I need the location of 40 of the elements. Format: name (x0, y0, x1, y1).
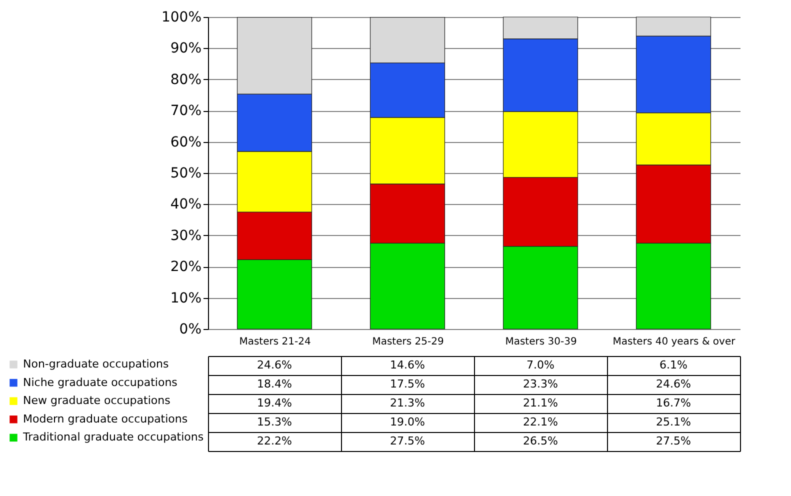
x-tick-label: Masters 40 years & over (612, 336, 736, 348)
y-tick-label: 40% (170, 196, 202, 213)
y-tick-label: 10% (170, 290, 202, 306)
data-label: 22.2% (257, 434, 292, 448)
y-tick-label: 20% (170, 259, 202, 276)
data-label: 17.5% (390, 378, 425, 390)
data-label: 22.1% (523, 416, 558, 428)
x-tick-label: Masters 30-39 (505, 336, 577, 348)
y-tick-label: 60% (170, 134, 202, 150)
legend-label: Non-graduate occupations (23, 358, 170, 370)
data-label: 26.5% (523, 434, 558, 448)
legend-label: Traditional graduate occupations (22, 430, 204, 444)
legend-label: Modern graduate occupations (23, 412, 188, 426)
data-label: 24.6% (257, 358, 292, 372)
y-tick-label: 70% (170, 103, 202, 120)
data-label: 27.5% (656, 434, 691, 448)
y-tick-label: 80% (170, 72, 202, 88)
data-label: 6.1% (660, 358, 688, 372)
y-tick-label: 50% (170, 166, 202, 182)
x-tick-label: Masters 25-29 (372, 336, 444, 348)
data-label: 14.6% (390, 358, 425, 372)
legend-label: Niche graduate occupations (23, 376, 178, 389)
data-label: 16.7% (656, 396, 691, 410)
y-tick-label: 30% (170, 228, 202, 244)
y-tick-label: 90% (170, 40, 202, 57)
y-tick-label: 100% (161, 10, 202, 26)
data-label: 15.3% (257, 416, 292, 428)
data-label: 24.6% (656, 378, 691, 390)
data-label: 7.0% (526, 358, 554, 372)
data-label: 19.4% (257, 396, 292, 410)
data-label: 21.3% (390, 396, 425, 410)
data-label: 27.5% (390, 434, 425, 448)
data-label: 21.1% (523, 396, 558, 410)
y-tick-label: 0% (179, 322, 202, 338)
data-label: 19.0% (390, 416, 425, 428)
x-tick-label: Masters 21-24 (239, 336, 311, 348)
legend-label: New graduate occupations (23, 394, 171, 408)
data-label: 18.4% (257, 378, 292, 390)
data-label: 25.1% (656, 416, 691, 428)
data-label: 23.3% (523, 378, 558, 390)
